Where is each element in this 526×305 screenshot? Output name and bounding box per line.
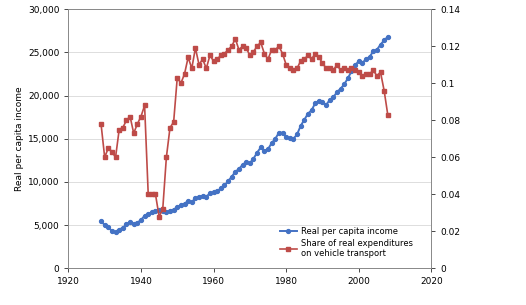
Real per capita income <box>229 175 235 179</box>
Share of real expenditures
on vehicle transport <box>301 57 308 61</box>
Share of real expenditures
on vehicle transport <box>232 37 238 41</box>
Line: Share of real expenditures
on vehicle transport: Share of real expenditures on vehicle tr… <box>99 37 390 218</box>
Line: Real per capita income: Real per capita income <box>99 35 390 234</box>
Share of real expenditures
on vehicle transport <box>229 44 235 48</box>
Real per capita income <box>385 35 391 39</box>
Share of real expenditures
on vehicle transport <box>276 44 282 48</box>
Real per capita income <box>113 230 119 234</box>
Share of real expenditures
on vehicle transport <box>98 122 104 126</box>
Legend: Real per capita income, Share of real expenditures
on vehicle transport: Real per capita income, Share of real ex… <box>277 223 416 262</box>
Share of real expenditures
on vehicle transport <box>279 52 286 56</box>
Real per capita income <box>298 124 304 128</box>
Y-axis label: Real per capita income: Real per capita income <box>15 86 24 191</box>
Real per capita income <box>287 136 293 140</box>
Share of real expenditures
on vehicle transport <box>385 113 391 117</box>
Share of real expenditures
on vehicle transport <box>290 68 297 72</box>
Real per capita income <box>356 59 362 63</box>
Share of real expenditures
on vehicle transport <box>156 215 163 218</box>
Real per capita income <box>272 137 278 141</box>
Share of real expenditures
on vehicle transport <box>359 74 366 78</box>
Real per capita income <box>276 131 282 135</box>
Real per capita income <box>98 219 104 223</box>
